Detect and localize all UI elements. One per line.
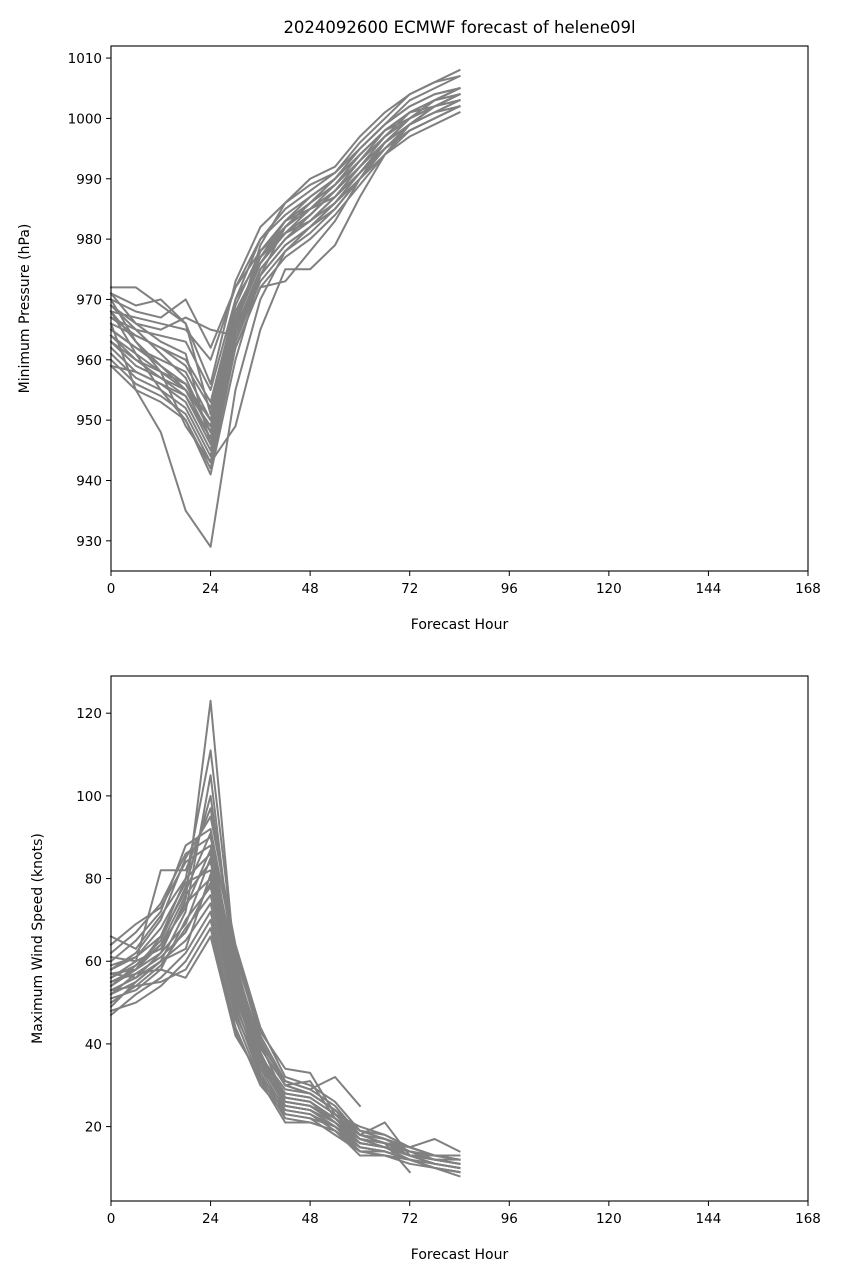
pressure-series-line-23 [109,86,461,422]
pressure-y-tick-label: 940 [76,473,102,489]
pressure-y-tick-label: 980 [76,232,102,248]
wind-x-tick-label: 0 [107,1211,116,1227]
pressure-x-tick-label: 144 [696,581,722,597]
pressure-x-tick-label: 96 [501,581,518,597]
wind-x-axis-label: Forecast Hour [411,1247,509,1263]
pressure-y-tick-label: 1000 [68,111,102,127]
wind-series-line-24 [109,848,461,1161]
pressure-y-tick-label: 960 [76,353,102,369]
wind-series-line-25 [109,832,461,1161]
wind-x-tick-label: 48 [302,1211,319,1227]
wind-x-tick-label: 72 [401,1211,418,1227]
wind-series-line-22 [109,881,461,1161]
pressure-x-tick-label: 48 [302,581,319,597]
wind-y-axis-label: Maximum Wind Speed (knots) [30,833,46,1044]
pressure-series-line-17 [109,92,461,548]
pressure-x-tick-label: 120 [596,581,622,597]
wind-x-tick-label: 24 [202,1211,219,1227]
wind-x-tick-label: 96 [501,1211,518,1227]
wind-series-line-23 [109,856,461,1161]
wind-y-ticks: 20 40 60 80 100 120 [76,706,111,1136]
wind-x-tick-label: 168 [795,1211,821,1227]
pressure-x-tick-label: 72 [401,581,418,597]
pressure-y-tick-label: 930 [76,534,102,550]
pressure-series-line-14 [109,111,461,470]
wind-series-group [109,699,461,1178]
pressure-series-line-25 [109,98,461,446]
chart-title: 2024092600 ECMWF forecast of helene09l [283,18,635,37]
wind-panel: 0 24 48 72 96 120 144 168 20 40 60 80 100 120 Foreca… [30,675,821,1263]
pressure-y-tick-label: 970 [76,292,102,308]
pressure-series-line-18 [109,92,461,464]
pressure-y-axis-label: Minimum Pressure (hPa) [17,224,33,394]
pressure-y-tick-label: 950 [76,413,102,429]
wind-x-tick-label: 144 [696,1211,722,1227]
wind-series-line-17 [109,910,461,1178]
wind-x-tick-label: 120 [596,1211,622,1227]
pressure-panel: 2024092600 ECMWF forecast of helene09l 0… [17,18,821,633]
pressure-x-tick-label: 168 [795,581,821,597]
pressure-x-tick-label: 24 [202,581,219,597]
wind-y-tick-label: 80 [85,872,102,888]
wind-series-line-21 [109,873,412,1174]
wind-series-line-20 [109,935,461,1170]
pressure-y-tick-label: 990 [76,172,102,188]
wind-y-tick-label: 20 [85,1120,102,1136]
wind-y-tick-label: 120 [76,706,102,722]
wind-y-tick-label: 100 [76,789,102,805]
pressure-x-ticks: 0 24 48 72 96 120 144 168 [107,571,821,597]
wind-axes-frame [110,675,809,1202]
wind-series-line-19 [109,927,461,1170]
pressure-series-line-24 [109,92,461,428]
pressure-y-tick-label: 1010 [68,51,102,67]
pressure-series-line-20 [109,74,461,434]
pressure-axes-frame [110,45,809,572]
wind-y-tick-label: 40 [85,1037,102,1053]
wind-x-ticks: 0 24 48 72 96 120 144 168 [107,1201,821,1227]
pressure-x-axis-label: Forecast Hour [411,617,509,633]
wind-y-tick-label: 60 [85,954,102,970]
pressure-x-tick-label: 0 [107,581,116,597]
pressure-series-group [109,68,461,548]
pressure-y-ticks: 930 940 950 960 970 980 990 1000 1010 [68,51,111,550]
